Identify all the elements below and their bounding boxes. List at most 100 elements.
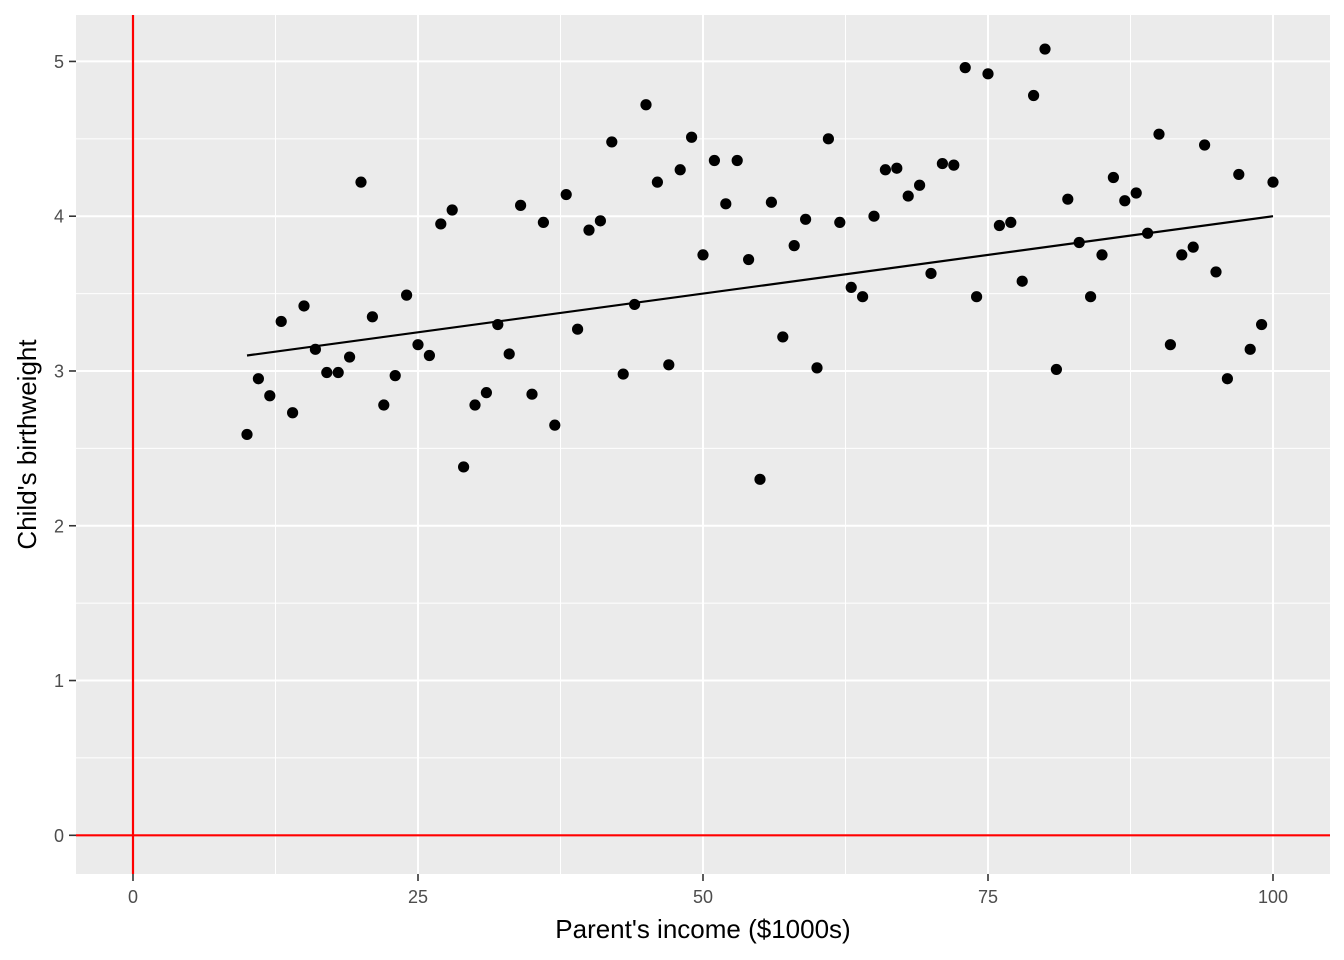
data-point	[834, 216, 846, 228]
x-tick-label: 75	[978, 887, 998, 907]
y-axis-title: Child's birthweight	[12, 339, 42, 550]
data-point	[1107, 171, 1119, 184]
data-point	[971, 291, 983, 303]
data-point	[686, 131, 698, 143]
data-point	[446, 204, 458, 216]
data-point	[845, 281, 857, 294]
data-point	[993, 219, 1006, 232]
data-point	[1233, 168, 1245, 181]
data-point	[298, 300, 310, 312]
data-point	[275, 315, 287, 328]
data-point	[777, 331, 789, 343]
data-point	[1164, 339, 1176, 351]
data-point	[423, 349, 435, 362]
data-point	[401, 289, 413, 301]
data-point	[1210, 266, 1222, 278]
data-point	[458, 461, 470, 473]
data-point	[412, 339, 424, 351]
data-point	[1096, 249, 1108, 261]
data-point	[526, 388, 538, 400]
data-point	[264, 390, 276, 402]
data-point	[674, 164, 686, 176]
x-axis: 0 25 50 75 100	[128, 874, 1288, 907]
data-point	[663, 359, 675, 371]
y-tick-label: 4	[54, 207, 64, 227]
data-point	[572, 323, 584, 335]
data-point	[480, 387, 492, 399]
data-point	[594, 215, 607, 227]
data-point	[560, 188, 572, 201]
data-point	[1085, 291, 1097, 303]
data-point	[378, 399, 390, 411]
y-tick-label: 2	[54, 516, 64, 536]
fit-line	[246, 215, 1274, 357]
fit-line-group	[246, 215, 1274, 357]
reference-lines	[76, 15, 1330, 874]
data-point	[697, 249, 709, 261]
data-point	[435, 218, 447, 230]
data-point	[959, 62, 971, 74]
data-point	[1119, 195, 1131, 207]
data-point	[1256, 318, 1268, 331]
data-point	[822, 133, 835, 145]
data-point	[811, 362, 823, 374]
data-point	[914, 179, 926, 191]
data-point	[868, 210, 880, 222]
data-point	[765, 196, 778, 208]
data-point	[800, 213, 812, 225]
x-axis-title: Parent's income ($1000s)	[555, 914, 850, 944]
data-point	[241, 428, 253, 441]
data-point	[515, 199, 527, 211]
y-tick-label: 0	[54, 826, 64, 846]
x-tick-label: 0	[128, 887, 138, 907]
data-point	[948, 159, 960, 171]
data-point	[1130, 187, 1142, 199]
y-axis: 0 1 2 3 4 5	[54, 52, 76, 846]
x-tick-label: 100	[1258, 887, 1288, 907]
data-point	[731, 154, 743, 167]
data-point	[606, 136, 618, 148]
data-point	[1050, 363, 1062, 376]
data-point	[1153, 128, 1165, 140]
data-point	[651, 176, 664, 188]
data-point	[788, 240, 800, 252]
data-points	[241, 43, 1279, 485]
data-point	[925, 267, 937, 280]
data-point	[720, 198, 732, 210]
data-point	[1028, 89, 1040, 102]
data-point	[1039, 43, 1051, 55]
data-point	[503, 348, 515, 360]
data-point	[1016, 275, 1028, 287]
data-point	[583, 224, 595, 236]
y-tick-label: 5	[54, 52, 64, 72]
data-point	[252, 373, 264, 385]
data-point	[287, 407, 299, 419]
data-point	[537, 216, 550, 228]
data-point	[754, 473, 766, 485]
data-point	[879, 164, 892, 176]
data-point	[1221, 373, 1233, 385]
data-point	[389, 370, 401, 382]
data-point	[902, 190, 914, 202]
data-point	[640, 99, 652, 111]
y-tick-label: 1	[54, 671, 64, 691]
data-point	[321, 366, 333, 379]
data-point	[982, 68, 994, 80]
data-point	[469, 399, 481, 411]
data-point	[549, 419, 561, 431]
data-point	[617, 368, 629, 380]
x-tick-label: 25	[408, 887, 428, 907]
data-point	[366, 311, 378, 323]
data-point	[936, 157, 949, 170]
data-point	[332, 366, 344, 379]
data-point	[1199, 139, 1211, 151]
data-point	[355, 176, 367, 188]
data-point	[1176, 249, 1188, 261]
data-point	[743, 253, 755, 266]
data-point	[1244, 343, 1256, 355]
data-point	[1187, 241, 1199, 253]
y-tick-label: 3	[54, 361, 64, 381]
data-point	[1005, 216, 1017, 228]
data-point	[891, 162, 903, 174]
